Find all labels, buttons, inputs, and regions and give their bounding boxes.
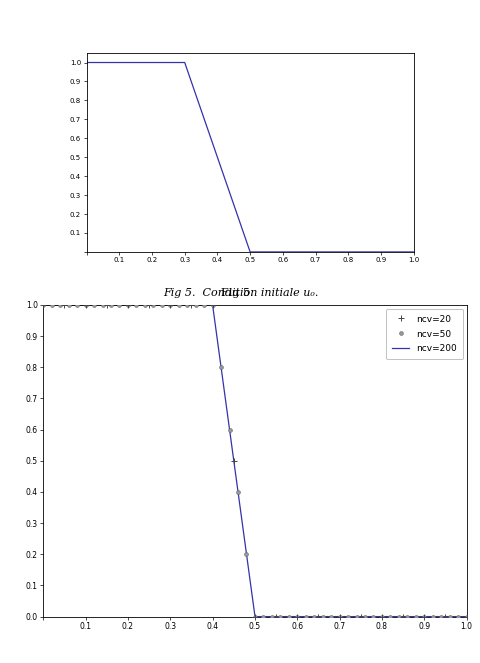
Text: Fig 5.: Fig 5. — [220, 288, 260, 298]
ncv=50 — [463, 613, 468, 621]
ncv=50 — [454, 613, 460, 621]
ncv=20 — [357, 613, 363, 621]
ncv=20 — [146, 301, 152, 309]
ncv=50 — [133, 301, 139, 309]
ncv=20 — [61, 301, 67, 309]
Line: ncv=50: ncv=50 — [41, 303, 468, 619]
ncv=200 — [409, 613, 415, 621]
ncv=20 — [230, 457, 236, 465]
ncv=20 — [294, 613, 300, 621]
ncv=20 — [167, 301, 173, 309]
ncv=20 — [252, 613, 257, 621]
ncv=200 — [463, 613, 468, 621]
ncv=50 — [252, 613, 257, 621]
ncv=20 — [83, 301, 88, 309]
ncv=200 — [221, 385, 227, 392]
ncv=20 — [420, 613, 426, 621]
ncv=20 — [104, 301, 109, 309]
ncv=20 — [188, 301, 194, 309]
ncv=20 — [273, 613, 278, 621]
ncv=20 — [463, 613, 468, 621]
ncv=200 — [88, 301, 94, 309]
ncv=20 — [442, 613, 447, 621]
Line: ncv=200: ncv=200 — [43, 305, 466, 617]
ncv=20 — [209, 301, 215, 309]
ncv=50 — [353, 613, 359, 621]
ncv=20 — [40, 301, 46, 309]
ncv=200 — [252, 613, 257, 621]
ncv=200 — [202, 301, 208, 309]
ncv=200 — [40, 301, 46, 309]
ncv=200 — [114, 301, 120, 309]
ncv=50 — [40, 301, 46, 309]
ncv=20 — [336, 613, 342, 621]
ncv=20 — [399, 613, 405, 621]
Legend: ncv=20, ncv=50, ncv=200: ncv=20, ncv=50, ncv=200 — [385, 308, 462, 359]
ncv=20 — [378, 613, 384, 621]
ncv=200 — [455, 613, 460, 621]
ncv=50 — [167, 301, 173, 309]
Line: ncv=20: ncv=20 — [40, 302, 468, 619]
ncv=50 — [176, 301, 181, 309]
ncv=50 — [327, 613, 333, 621]
ncv=20 — [315, 613, 321, 621]
Text: Fig 5.  Condition initiale u₀.: Fig 5. Condition initiale u₀. — [162, 288, 318, 298]
ncv=20 — [125, 301, 131, 309]
